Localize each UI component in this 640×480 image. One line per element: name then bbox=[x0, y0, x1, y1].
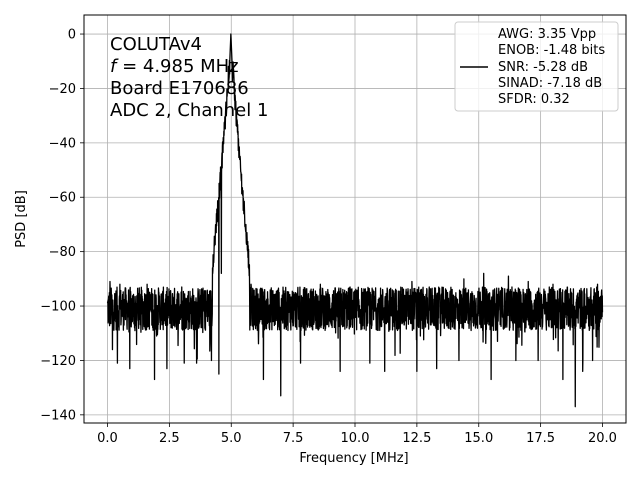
annotation-line-4: ADC 2, Channel 1 bbox=[110, 100, 268, 121]
y-tick-label: −80 bbox=[49, 245, 76, 260]
annotation-block: COLUTAv4 f = 4.985 MHz Board E170686 ADC… bbox=[110, 34, 268, 121]
psd-series-line bbox=[106, 33, 604, 408]
legend: AWG: 3.35 Vpp ENOB: -1.48 bits SNR: -5.2… bbox=[454, 21, 619, 112]
x-tick-label: 2.5 bbox=[159, 431, 180, 446]
legend-line-1: AWG: 3.35 Vpp bbox=[498, 27, 596, 42]
y-tick-label: −60 bbox=[49, 191, 76, 206]
y-tick-label: −120 bbox=[40, 354, 76, 369]
x-tick-label: 12.5 bbox=[402, 431, 431, 446]
x-tick-label: 17.5 bbox=[526, 431, 555, 446]
x-tick-label: 5.0 bbox=[221, 431, 242, 446]
annotation-line-2: f = 4.985 MHz bbox=[110, 56, 239, 77]
annotation-f-symbol: f bbox=[110, 56, 119, 77]
x-axis-title: Frequency [MHz] bbox=[299, 451, 408, 466]
y-tick-label: −100 bbox=[40, 300, 76, 315]
legend-line-4: SINAD: -7.18 dB bbox=[498, 76, 602, 91]
x-tick-label: 10.0 bbox=[341, 431, 370, 446]
y-tick-label: −40 bbox=[49, 136, 76, 151]
x-axis-ticks: 0.0 2.5 5.0 7.5 10.0 12.5 15.0 17.5 20.0 bbox=[97, 423, 617, 446]
y-tick-label: 0 bbox=[68, 28, 76, 43]
annotation-line-3: Board E170686 bbox=[110, 78, 249, 99]
legend-box bbox=[454, 21, 619, 112]
legend-line-5: SFDR: 0.32 bbox=[498, 92, 570, 107]
y-tick-label: −20 bbox=[49, 82, 76, 97]
annotation-line-1: COLUTAv4 bbox=[110, 34, 202, 55]
annotation-f-value: = 4.985 MHz bbox=[116, 56, 238, 77]
x-tick-label: 7.5 bbox=[283, 431, 304, 446]
x-tick-label: 20.0 bbox=[588, 431, 617, 446]
x-tick-label: 0.0 bbox=[97, 431, 118, 446]
legend-line-3: SNR: -5.28 dB bbox=[498, 60, 588, 75]
y-axis-title: PSD [dB] bbox=[14, 190, 29, 248]
y-tick-label: −140 bbox=[40, 408, 76, 423]
x-tick-label: 15.0 bbox=[464, 431, 493, 446]
legend-line-2: ENOB: -1.48 bits bbox=[498, 43, 605, 58]
y-axis-ticks: 0 −20 −40 −60 −80 −100 −120 −140 bbox=[40, 28, 84, 423]
